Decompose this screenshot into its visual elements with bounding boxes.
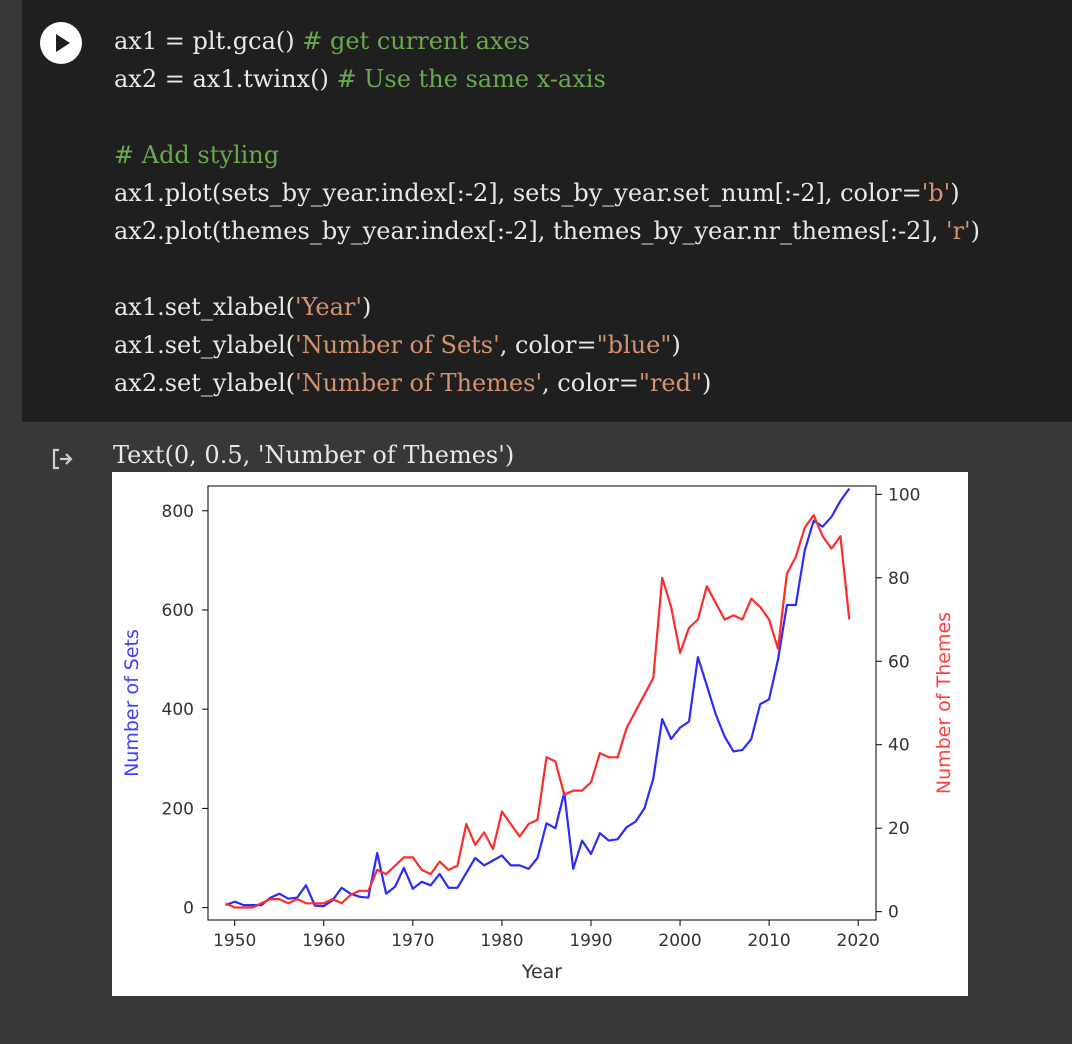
code-line: ax2.plot(themes_by_year.index[:-2], them…	[114, 212, 980, 250]
code-editor[interactable]: ax1 = plt.gca() # get current axes ax2 = …	[114, 22, 980, 402]
code-text: )	[361, 293, 372, 321]
code-text: )	[671, 331, 681, 359]
x-tick-label: 1990	[569, 931, 612, 951]
y-left-tick-label: 600	[162, 601, 194, 621]
code-text: ax1.plot(sets_by_year.index[:-2], sets_b…	[114, 179, 922, 207]
plot-output: 1950 1960 1970 1980 1990 2000 2010 2020 0 200 400…	[112, 472, 968, 996]
code-text: , color=	[499, 331, 597, 359]
x-tick-label: 1980	[480, 931, 523, 951]
code-comment: # Add styling	[114, 141, 280, 169]
code-string: 'b'	[921, 179, 951, 207]
code-string: "red"	[638, 369, 703, 397]
code-line: ​	[114, 98, 980, 136]
y-right-tick-label: 80	[888, 569, 910, 589]
code-string: 'Year'	[295, 293, 362, 321]
y-right-tick-label: 40	[888, 736, 910, 756]
x-tick-label: 2000	[658, 931, 701, 951]
output-text: Text(0, 0.5, 'Number of Themes')	[113, 441, 515, 469]
code-text: ax1.set_ylabel(	[114, 331, 296, 359]
code-line: ax1 = plt.gca() # get current axes	[114, 22, 980, 60]
code-line: ax2.set_ylabel('Number of Themes', color…	[114, 364, 980, 402]
run-cell-button[interactable]	[40, 22, 82, 64]
code-string: 'r'	[945, 217, 971, 245]
themes-series-line	[225, 514, 851, 909]
play-icon	[56, 34, 70, 52]
plot-frame	[207, 485, 877, 921]
code-text: )	[970, 217, 981, 245]
code-line: ax2 = ax1.twinx() # Use the same x-axis	[114, 60, 980, 98]
y-left-tick-label: 200	[162, 799, 194, 819]
y-right-tick-label: 100	[888, 485, 920, 505]
code-string: 'Number of Themes'	[295, 369, 543, 397]
code-line: ​	[114, 250, 980, 288]
code-text: ax2.plot(themes_by_year.index[:-2], them…	[114, 217, 946, 245]
y-right-tick-label: 0	[888, 903, 899, 923]
code-line: ax1.plot(sets_by_year.index[:-2], sets_b…	[114, 174, 980, 212]
code-line: ax1.set_xlabel('Year')	[114, 288, 980, 326]
chart-svg: 1950 1960 1970 1980 1990 2000 2010 2020 0200400…	[121, 485, 955, 983]
y-right-axis-label: Number of Themes	[933, 612, 955, 794]
code-string: "blue"	[596, 331, 672, 359]
code-cell[interactable]	[22, 0, 1072, 422]
y-left-tick-label: 800	[162, 502, 194, 522]
code-text: )	[950, 179, 960, 207]
x-axis-label: Year	[521, 961, 562, 983]
y-right-tick-label: 60	[888, 652, 910, 672]
code-text: , color=	[542, 369, 639, 397]
x-tick-label: 2020	[837, 931, 880, 951]
code-text: ax2.set_ylabel(	[114, 369, 296, 397]
x-tick-label: 1950	[213, 931, 256, 951]
x-tick-label: 2010	[747, 931, 790, 951]
code-comment: # get current axes	[302, 27, 530, 55]
code-line: ax1.set_ylabel('Number of Sets', color="…	[114, 326, 980, 364]
code-text: ax1 = plt.gca()	[114, 27, 303, 55]
code-line: # Add styling	[114, 136, 980, 174]
y-right-tick-label: 20	[888, 819, 910, 839]
x-tick-label: 1960	[302, 931, 345, 951]
y-left-tick-label: 0	[183, 899, 194, 919]
y-left-axis-label: Number of Sets	[121, 629, 143, 777]
x-tick-label: 1970	[391, 931, 434, 951]
code-string: 'Number of Sets'	[295, 331, 500, 359]
output-arrow-icon	[52, 448, 73, 470]
sets-series-line	[225, 487, 851, 908]
code-text: ax1.set_xlabel(	[114, 293, 296, 321]
code-text: ax2 = ax1.twinx()	[114, 65, 337, 93]
code-comment: # Use the same x-axis	[336, 65, 606, 93]
y-left-tick-label: 400	[162, 700, 194, 720]
code-text: )	[702, 369, 712, 397]
